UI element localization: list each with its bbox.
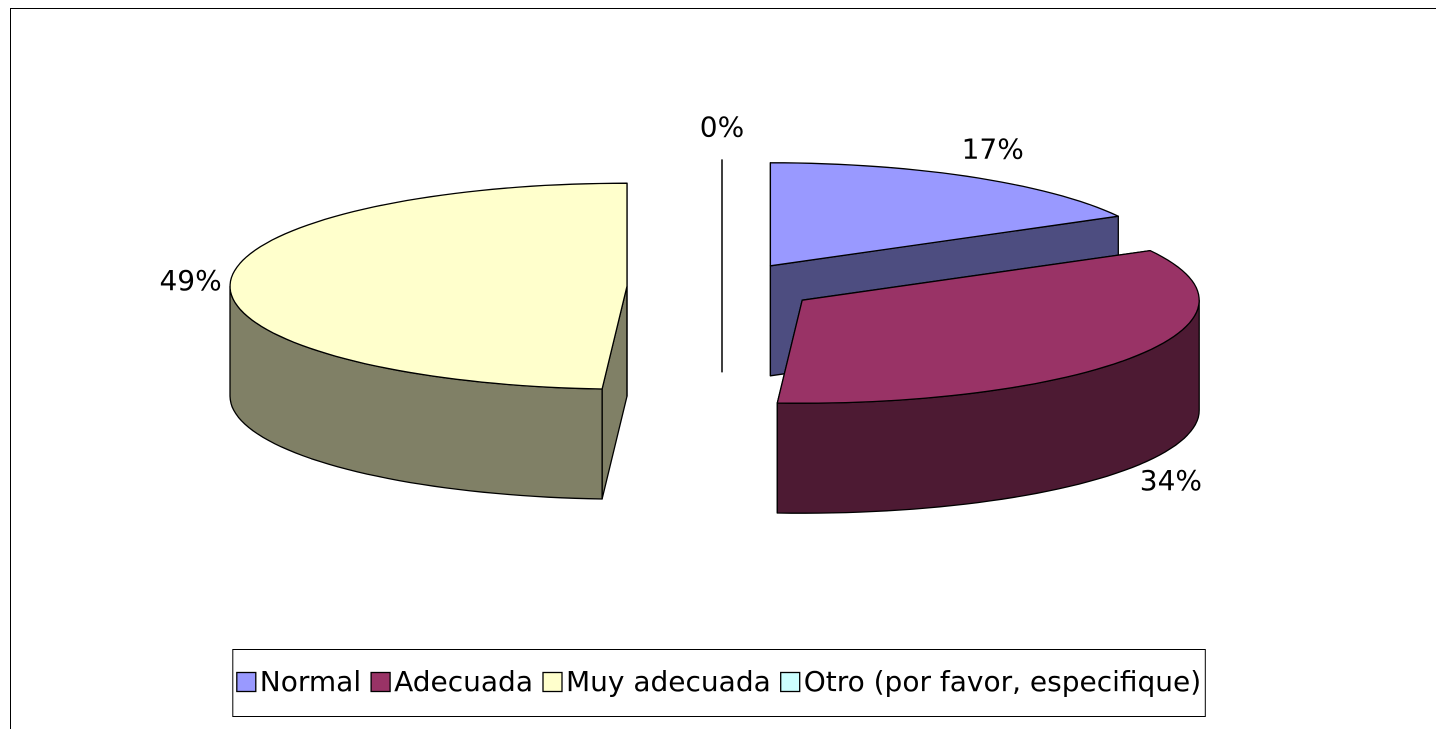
legend-swatch	[542, 671, 563, 693]
pie-slice	[229, 182, 628, 500]
legend-box	[232, 649, 1206, 717]
data-label: 34%	[1140, 464, 1202, 497]
legend: Normal Adecuada Muy adecuada Otro (por favo…	[232, 649, 1206, 717]
legend-label: Muy adecuada	[566, 665, 771, 698]
slice-top	[776, 249, 1200, 404]
legend-swatch	[236, 671, 257, 693]
slice-top	[229, 182, 628, 390]
legend-label: Adecuada	[394, 665, 533, 698]
legend-label: Normal	[260, 665, 361, 698]
data-label: 17%	[962, 133, 1024, 166]
data-label: 0%	[700, 111, 744, 144]
pie-slice	[776, 249, 1200, 514]
slice-top	[769, 162, 1119, 267]
legend-swatch	[780, 671, 801, 693]
data-label: 49%	[159, 264, 221, 297]
chart-frame	[10, 8, 1436, 729]
legend-label: Otro (por favor, especifique)	[804, 665, 1202, 698]
legend-swatch	[370, 671, 391, 693]
